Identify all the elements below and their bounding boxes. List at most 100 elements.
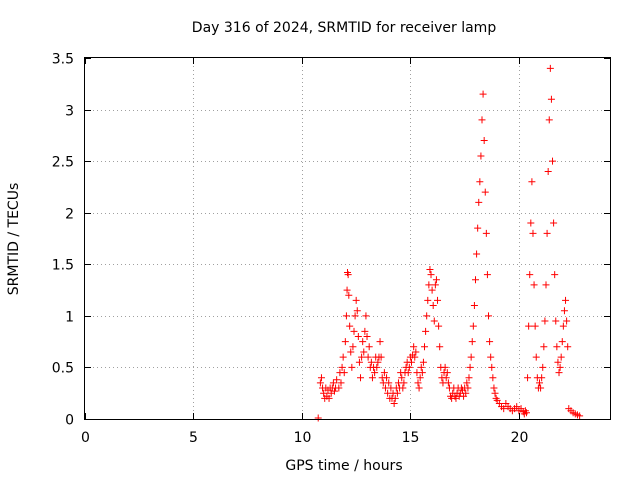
data-point (414, 379, 422, 387)
data-point (374, 358, 382, 366)
data-point (513, 403, 521, 411)
data-point (407, 358, 415, 366)
y-tick-label: 2.5 (52, 155, 74, 171)
data-point (373, 363, 381, 371)
data-point (556, 363, 564, 371)
data-point (559, 322, 567, 330)
data-point (400, 379, 408, 387)
data-point (335, 384, 343, 392)
data-point (371, 369, 379, 377)
data-point (462, 389, 470, 397)
data-point (339, 353, 347, 361)
data-point (537, 384, 545, 392)
data-point (417, 363, 425, 371)
data-point (486, 338, 494, 346)
data-point (429, 302, 437, 310)
data-point (551, 271, 559, 279)
data-point (412, 348, 420, 356)
data-point (531, 322, 539, 330)
data-point (557, 353, 565, 361)
data-point (411, 353, 419, 361)
data-point (348, 363, 356, 371)
data-point (528, 178, 536, 186)
data-point (558, 338, 566, 346)
data-point (390, 400, 398, 408)
data-point (344, 271, 352, 279)
data-point (487, 353, 495, 361)
data-point (468, 338, 476, 346)
data-point (360, 348, 368, 356)
data-point (441, 363, 449, 371)
data-point (465, 374, 473, 382)
data-point (410, 343, 418, 351)
data-point (560, 307, 568, 315)
data-point (367, 358, 375, 366)
data-point (444, 379, 452, 387)
data-point (463, 379, 471, 387)
data-point (471, 276, 479, 284)
data-point (552, 317, 560, 325)
data-point (341, 338, 349, 346)
data-point (385, 379, 393, 387)
data-point (352, 296, 360, 304)
y-tick-label: 3 (65, 104, 74, 120)
data-point (546, 64, 554, 72)
data-point (490, 384, 498, 392)
data-point (532, 353, 540, 361)
data-point (365, 343, 373, 351)
data-point (434, 296, 442, 304)
data-point (428, 286, 436, 294)
data-point (418, 369, 426, 377)
data-point (535, 379, 543, 387)
data-point (340, 369, 348, 377)
data-point (491, 389, 499, 397)
data-point (405, 363, 413, 371)
data-point (430, 317, 438, 325)
data-point (529, 229, 537, 237)
data-point (416, 374, 424, 382)
data-point (555, 369, 563, 377)
data-point (435, 322, 443, 330)
data-point (353, 307, 361, 315)
data-point (489, 374, 497, 382)
data-point (485, 312, 493, 320)
data-point (358, 353, 366, 361)
data-point (480, 137, 488, 145)
x-axis-label: GPS time / hours (285, 458, 402, 474)
data-point (541, 317, 549, 325)
data-point (530, 281, 538, 289)
y-tick-label: 1 (65, 310, 74, 326)
data-point (467, 353, 475, 361)
data-point (466, 363, 474, 371)
data-point (527, 219, 535, 227)
data-point (563, 317, 571, 325)
data-point (542, 281, 550, 289)
data-point (349, 343, 357, 351)
data-point (544, 167, 552, 175)
data-point (314, 414, 322, 422)
data-point (361, 327, 369, 335)
data-point (538, 374, 546, 382)
data-point (427, 271, 435, 279)
data-point (526, 271, 534, 279)
x-tick-label: 5 (189, 430, 198, 446)
data-point (368, 374, 376, 382)
data-point (543, 229, 551, 237)
data-point (426, 265, 434, 273)
data-point (554, 358, 562, 366)
data-point (355, 358, 363, 366)
data-point (398, 374, 406, 382)
data-point (432, 276, 440, 284)
x-tick-label: 0 (81, 430, 90, 446)
data-point (477, 152, 485, 160)
data-point (545, 116, 553, 124)
data-point (343, 286, 351, 294)
x-tick-label: 10 (294, 430, 312, 446)
data-point (553, 343, 561, 351)
data-point (357, 374, 365, 382)
data-point (316, 379, 324, 387)
data-point (473, 250, 481, 258)
data-point (539, 363, 547, 371)
data-point (562, 296, 570, 304)
